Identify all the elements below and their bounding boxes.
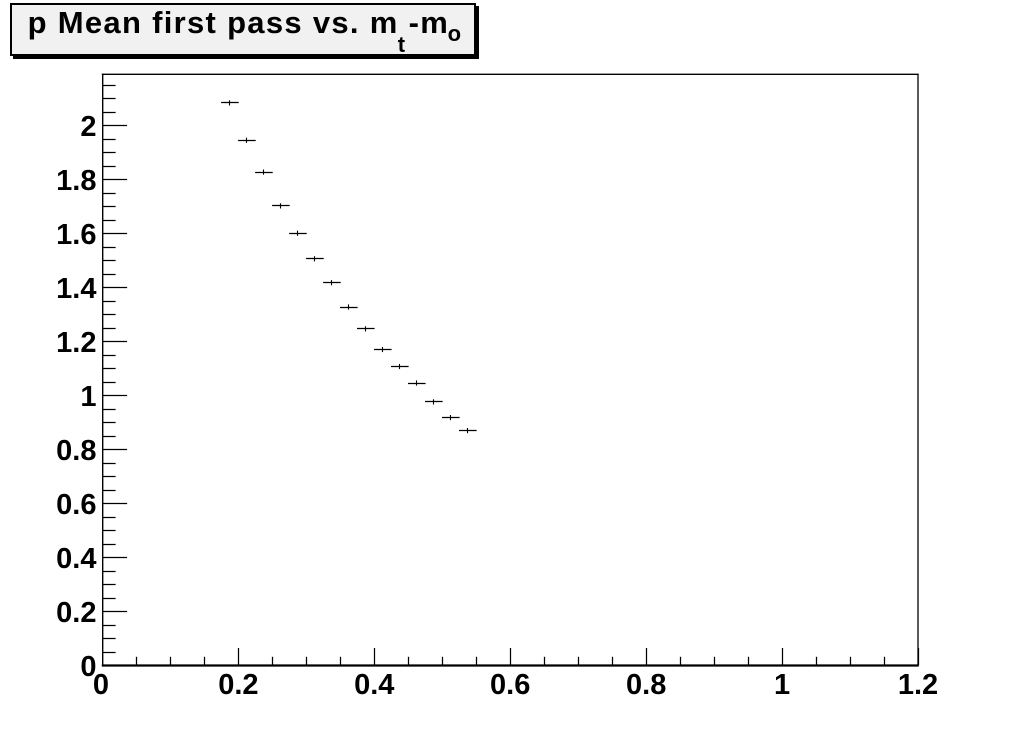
- svg-text:0.4: 0.4: [354, 669, 394, 701]
- svg-text:1.6: 1.6: [56, 219, 96, 251]
- svg-text:1: 1: [774, 669, 790, 701]
- svg-text:0.2: 0.2: [218, 669, 258, 701]
- svg-text:0.4: 0.4: [56, 543, 96, 575]
- svg-text:0.2: 0.2: [56, 597, 96, 629]
- svg-text:1.4: 1.4: [56, 273, 96, 305]
- svg-text:0.6: 0.6: [490, 669, 530, 701]
- svg-text:0.6: 0.6: [56, 489, 96, 521]
- svg-text:0: 0: [93, 669, 109, 701]
- svg-text:1.2: 1.2: [56, 327, 96, 359]
- svg-text:1: 1: [80, 381, 96, 413]
- svg-text:0.8: 0.8: [56, 435, 96, 467]
- svg-text:1.2: 1.2: [898, 669, 938, 701]
- svg-text:0.8: 0.8: [626, 669, 666, 701]
- svg-text:1.8: 1.8: [56, 165, 96, 197]
- svg-text:2: 2: [80, 111, 96, 143]
- svg-text:0: 0: [80, 651, 96, 683]
